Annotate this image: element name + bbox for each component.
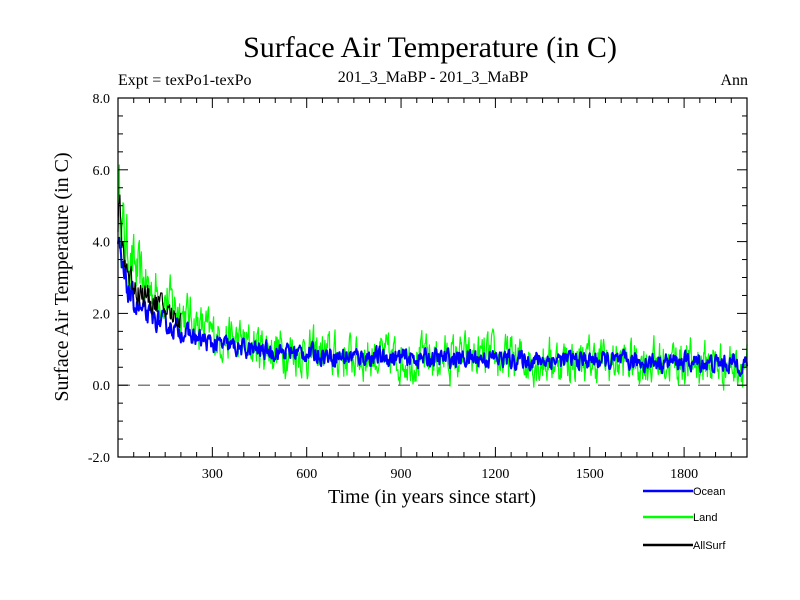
y-tick-label: 4.0 [93, 236, 111, 251]
x-tick-label: 1800 [670, 467, 698, 482]
period-label: Ann [720, 72, 748, 89]
series-line-allsurf [117, 194, 182, 329]
x-tick-label: 1200 [481, 467, 509, 482]
x-tick-label: 300 [202, 467, 223, 482]
y-tick-label: 6.0 [93, 164, 111, 179]
tick-layer: 300 600 900 1200 1500 1800 -2.0 0.0 2.0 4.0 6.0 8.0 [88, 92, 748, 482]
legend-label-allsurf: AllSurf [693, 540, 726, 552]
y-tick-label: -2.0 [88, 451, 110, 466]
expt-label: Expt = texPo1-texPo [118, 72, 251, 89]
legend: Ocean Land AllSurf [643, 486, 726, 552]
x-tick-label: 1500 [576, 467, 604, 482]
y-axis-label: Surface Air Temperature (in C) [51, 152, 73, 401]
series-line-ocean [117, 236, 748, 377]
y-tick-label: 2.0 [93, 307, 111, 322]
chart-title: Surface Air Temperature (in C) [243, 31, 617, 64]
legend-label-land: Land [693, 512, 717, 524]
chart-subtitle: 201_3_MaBP - 201_3_MaBP [338, 69, 529, 86]
y-tick-label: 8.0 [93, 92, 111, 107]
plot-frame [117, 97, 748, 458]
x-tick-label: 600 [296, 467, 317, 482]
x-axis-label: Time (in years since start) [328, 486, 536, 508]
legend-label-ocean: Ocean [693, 486, 725, 498]
series-layer [117, 164, 748, 391]
y-tick-label: 0.0 [93, 379, 111, 394]
x-tick-label: 900 [391, 467, 412, 482]
